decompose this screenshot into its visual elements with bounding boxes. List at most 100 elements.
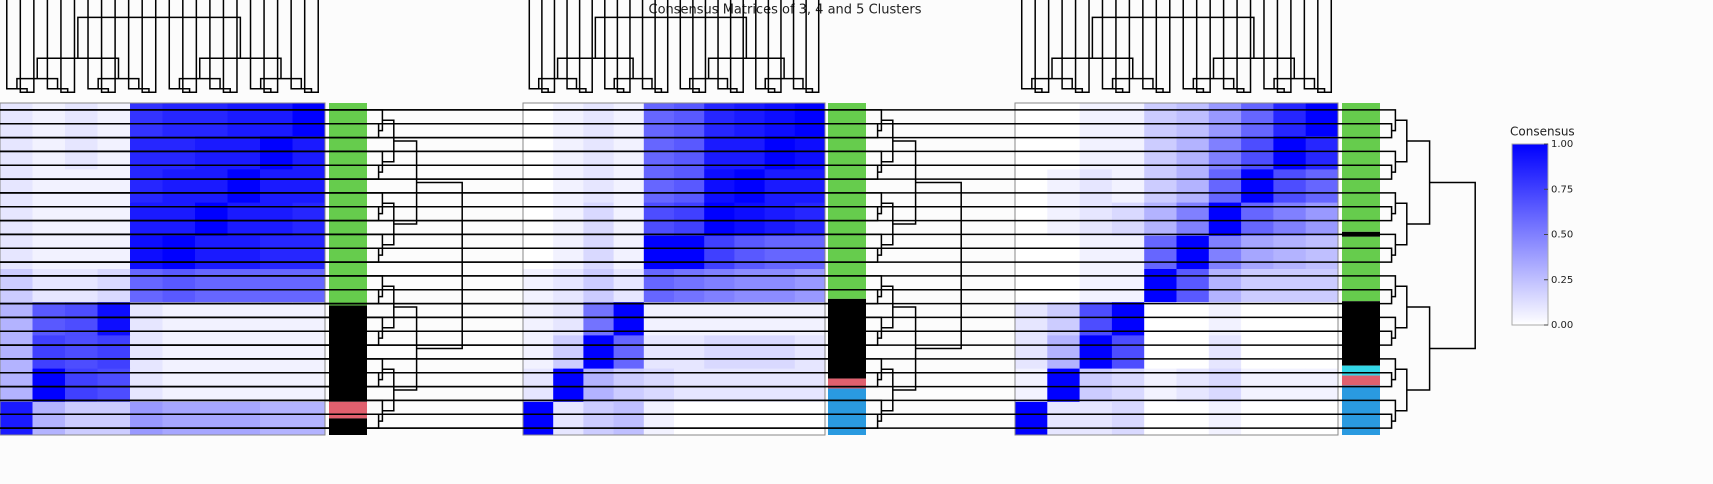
heatmap-cell bbox=[583, 169, 615, 204]
heatmap-cell bbox=[613, 335, 645, 370]
heatmap-cell bbox=[1079, 368, 1113, 403]
heatmap-cell bbox=[130, 368, 163, 403]
heatmap-cell bbox=[1144, 235, 1177, 270]
heatmap-cell bbox=[195, 136, 228, 170]
heatmap-cell bbox=[97, 103, 131, 137]
heatmap-cell bbox=[1111, 368, 1145, 403]
heatmap-cell bbox=[1111, 335, 1145, 370]
heatmap-cell bbox=[65, 169, 98, 204]
heatmap-cell bbox=[1144, 269, 1177, 303]
heatmap-cell bbox=[794, 335, 826, 370]
cluster-bar bbox=[329, 401, 367, 419]
heatmap-cell bbox=[674, 302, 705, 336]
heatmap-cell bbox=[0, 302, 33, 336]
heatmap-cell bbox=[734, 269, 766, 303]
heatmap-cell bbox=[764, 335, 796, 370]
heatmap-cell bbox=[65, 269, 98, 303]
heatmap-cell bbox=[162, 235, 196, 270]
heatmap-cell bbox=[523, 368, 554, 403]
heatmap-cell bbox=[1273, 169, 1307, 204]
heatmap-cell bbox=[704, 136, 735, 170]
heatmap-cell bbox=[227, 136, 261, 170]
heatmap-cell bbox=[97, 401, 131, 436]
heatmap-cell bbox=[583, 368, 615, 403]
heatmap-cell bbox=[553, 302, 584, 336]
heatmap-cell bbox=[195, 368, 228, 403]
heatmap-cell bbox=[1305, 335, 1339, 370]
heatmap-cell bbox=[1241, 235, 1274, 270]
matrix-frame bbox=[0, 102, 326, 436]
heatmap-cell bbox=[643, 103, 675, 137]
heatmap-cell bbox=[764, 235, 796, 270]
heatmap-cell bbox=[704, 302, 735, 336]
dendrogram-branch bbox=[915, 181, 962, 350]
heatmap-cell bbox=[0, 235, 33, 270]
heatmap-cell bbox=[704, 401, 735, 436]
cluster-bar bbox=[1342, 236, 1380, 302]
heatmap-cell bbox=[613, 401, 645, 436]
heatmap-cell bbox=[674, 103, 705, 137]
heatmap-cell bbox=[764, 368, 796, 403]
heatmap-cell bbox=[794, 368, 826, 403]
heatmap-cell bbox=[1208, 136, 1242, 170]
cluster-bar bbox=[1342, 103, 1380, 232]
heatmap-cell bbox=[162, 103, 196, 137]
heatmap-cell bbox=[794, 235, 826, 270]
heatmap-cell bbox=[794, 302, 826, 336]
heatmap-cell bbox=[1079, 235, 1113, 270]
heatmap-cell bbox=[227, 202, 261, 237]
heatmap-cell bbox=[32, 202, 66, 237]
heatmap-cell bbox=[1305, 302, 1339, 336]
heatmap-cell bbox=[1176, 235, 1210, 270]
heatmap-cell bbox=[1305, 269, 1339, 303]
heatmap-cell bbox=[260, 202, 293, 237]
heatmap-cell bbox=[1047, 368, 1081, 403]
heatmap-cell bbox=[734, 368, 766, 403]
heatmap-cell bbox=[523, 401, 554, 436]
heatmap-cell bbox=[32, 136, 66, 170]
heatmap-cell bbox=[130, 235, 163, 270]
heatmap-cell bbox=[1079, 269, 1113, 303]
heatmap-cell bbox=[1176, 335, 1210, 370]
heatmap-cell bbox=[1047, 335, 1081, 370]
heatmap-cell bbox=[794, 202, 826, 237]
heatmap-cell bbox=[734, 103, 766, 137]
heatmap-cell bbox=[613, 202, 645, 237]
matrix-frame bbox=[522, 102, 826, 436]
heatmap-cell bbox=[195, 235, 228, 270]
heatmap-cell bbox=[97, 202, 131, 237]
heatmap-cell bbox=[523, 202, 554, 237]
heatmap-cell bbox=[1176, 202, 1210, 237]
heatmap-cell bbox=[1015, 302, 1048, 336]
heatmap-cell bbox=[583, 103, 615, 137]
heatmap-cell bbox=[1176, 302, 1210, 336]
heatmap-cell bbox=[260, 136, 293, 170]
heatmap-cell bbox=[1273, 235, 1307, 270]
heatmap-cell bbox=[643, 169, 675, 204]
heatmap-cell bbox=[643, 401, 675, 436]
heatmap-cell bbox=[734, 136, 766, 170]
heatmap-cell bbox=[1273, 202, 1307, 237]
heatmap-cell bbox=[1208, 302, 1242, 336]
heatmap-cell bbox=[32, 169, 66, 204]
heatmap-cell bbox=[613, 302, 645, 336]
heatmap-cell bbox=[704, 368, 735, 403]
heatmap-cell bbox=[130, 302, 163, 336]
heatmap-cell bbox=[1273, 103, 1307, 137]
heatmap-cell bbox=[1015, 103, 1048, 137]
heatmap-cell bbox=[1047, 202, 1081, 237]
heatmap-cell bbox=[734, 235, 766, 270]
heatmap-cell bbox=[523, 169, 554, 204]
heatmap-cell bbox=[613, 103, 645, 137]
heatmap-cell bbox=[1208, 103, 1242, 137]
heatmap-cell bbox=[65, 136, 98, 170]
heatmap-cell bbox=[1241, 269, 1274, 303]
heatmap-cell bbox=[1111, 202, 1145, 237]
heatmap-cell bbox=[65, 103, 98, 137]
dendrogram-branch bbox=[416, 181, 463, 350]
heatmap-cell bbox=[97, 169, 131, 204]
heatmap-cell bbox=[32, 269, 66, 303]
heatmap-cell bbox=[734, 302, 766, 336]
heatmap-cell bbox=[162, 269, 196, 303]
